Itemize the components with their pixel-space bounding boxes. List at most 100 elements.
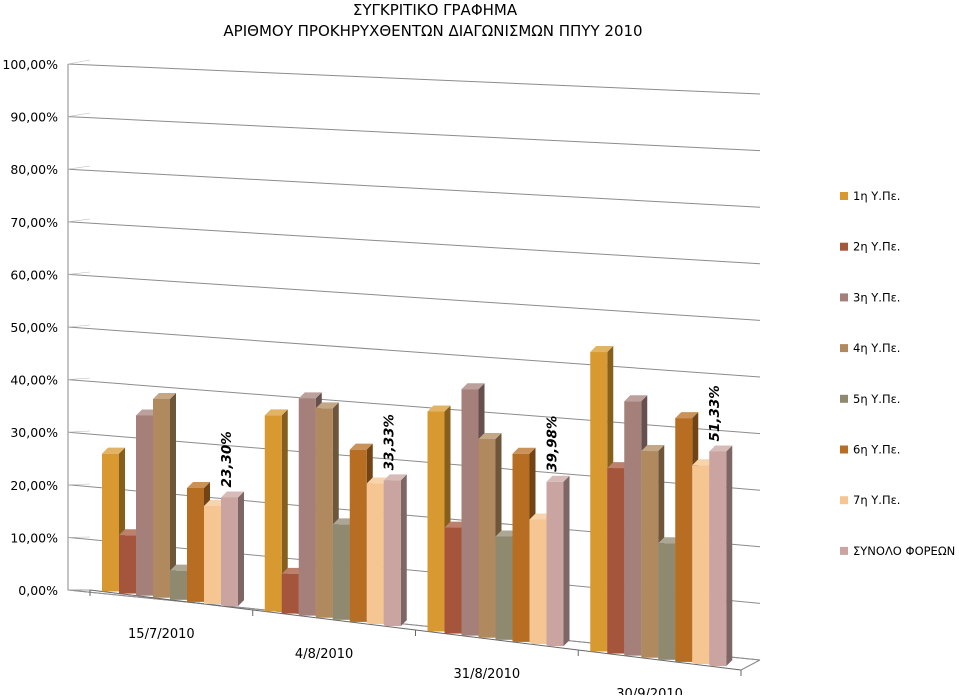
legend-label: 6η Υ.Πε. <box>853 443 900 457</box>
legend: 1η Υ.Πε. 2η Υ.Πε. 3η Υ.Πε. 4η Υ.Πε. 5η Υ.Πε.… <box>840 189 955 558</box>
bar <box>547 476 570 646</box>
gridline <box>68 117 760 151</box>
side-gridline <box>68 113 90 117</box>
bar-front <box>136 415 153 595</box>
x-tick-label: 30/9/2010 <box>616 687 683 695</box>
gridline <box>68 64 760 94</box>
y-tick-label: 80,00% <box>10 162 58 177</box>
y-tick-label: 60,00% <box>10 267 58 282</box>
chart-subtitle: ΑΡΙΘΜΟΥ ΠΡΟΚΗΡΥΧΘΕΝΤΩΝ ΔΙΑΓΩΝΙΣΜΩΝ ΠΠΥΥ … <box>223 22 642 40</box>
y-tick-label: 50,00% <box>10 320 58 335</box>
legend-item: ΣΥΝΟΛΟ ΦΟΡΕΩΝ <box>840 544 955 558</box>
legend-label: ΣΥΝΟΛΟ ΦΟΡΕΩΝ <box>853 544 955 558</box>
chart-title: ΣΥΓΚΡΙΤΙΚΟ ΓΡΑΦΗΜΑ <box>353 1 518 19</box>
legend-item: 6η Υ.Πε. <box>840 443 900 457</box>
bar-front <box>496 536 513 639</box>
bar-front <box>479 439 496 638</box>
legend-swatch <box>840 243 848 251</box>
bar-side <box>238 491 244 606</box>
bar-front <box>384 480 401 626</box>
bar-front <box>102 454 119 592</box>
bar-front <box>607 468 624 653</box>
legend-swatch <box>840 192 848 200</box>
side-gridline <box>68 272 90 274</box>
bar-front <box>299 398 316 615</box>
bar-front <box>333 524 350 619</box>
bars <box>102 346 732 666</box>
bar-front <box>170 571 187 600</box>
data-label: 51,33% <box>707 385 723 441</box>
bar <box>221 491 244 606</box>
bar-front <box>350 450 367 622</box>
floor-right-edge <box>741 660 760 670</box>
bar <box>709 445 732 666</box>
data-label: 33,33% <box>382 414 398 470</box>
bar-front <box>675 418 692 662</box>
y-tick-label: 20,00% <box>10 478 58 493</box>
legend-label: 7η Υ.Πε. <box>853 493 900 507</box>
bar-front <box>513 454 530 642</box>
legend-item: 1η Υ.Πε. <box>840 189 900 203</box>
side-gridline <box>68 484 90 485</box>
legend-label: 2η Υ.Πε. <box>853 240 900 254</box>
gridline <box>68 274 760 320</box>
y-tick-label: 30,00% <box>10 425 58 440</box>
bar-front <box>204 506 221 604</box>
side-gridline <box>68 431 90 432</box>
legend-label: 1η Υ.Πε. <box>853 189 900 203</box>
bar-front <box>709 451 726 666</box>
bar-front <box>265 415 282 611</box>
bar-front <box>153 399 170 598</box>
bar-front <box>641 451 658 658</box>
data-label: 39,98% <box>545 416 561 472</box>
legend-item: 7η Υ.Πε. <box>840 493 900 507</box>
bar-front <box>119 535 136 593</box>
bar-front <box>624 401 641 655</box>
y-tick-label: 70,00% <box>10 215 58 230</box>
legend-swatch <box>840 446 848 454</box>
legend-swatch <box>840 293 848 301</box>
bar-side <box>564 476 570 646</box>
side-gridline <box>68 60 90 64</box>
gridline <box>68 327 760 377</box>
legend-swatch <box>840 496 848 504</box>
y-tick-label: 40,00% <box>10 373 58 388</box>
legend-label: 5η Υ.Πε. <box>853 392 900 406</box>
y-tick-label: 90,00% <box>10 110 58 125</box>
y-tick-label: 10,00% <box>10 530 58 545</box>
bar-front <box>547 482 564 646</box>
legend-item: 4η Υ.Πε. <box>840 341 900 355</box>
gridline <box>68 222 760 264</box>
bar-front <box>187 488 204 602</box>
side-gridline <box>68 378 90 380</box>
bar-side <box>401 474 407 626</box>
bar-front <box>367 484 384 624</box>
legend-item: 5η Υ.Πε. <box>840 392 900 406</box>
bar-side <box>726 445 732 666</box>
legend-swatch <box>840 547 848 555</box>
bar <box>384 474 407 626</box>
bar-front <box>692 465 709 664</box>
bar-front <box>282 574 299 614</box>
bar-front <box>316 408 333 617</box>
legend-label: 3η Υ.Πε. <box>853 290 900 304</box>
side-gridline <box>68 219 90 222</box>
bar-front <box>445 528 462 634</box>
side-gridline <box>68 325 90 327</box>
bar-front <box>530 519 547 644</box>
legend-swatch <box>840 395 848 403</box>
bar-front <box>428 412 445 632</box>
bar-front <box>590 352 607 651</box>
bar-front <box>658 543 675 660</box>
y-tick-label: 0,00% <box>18 583 58 598</box>
side-gridline <box>68 166 90 169</box>
bar <box>153 393 176 598</box>
bar-front <box>462 389 479 635</box>
gridline <box>68 169 760 207</box>
bar-front <box>221 497 238 606</box>
x-tick-label: 4/8/2010 <box>295 647 353 662</box>
x-tick-label: 15/7/2010 <box>128 627 195 642</box>
legend-label: 4η Υ.Πε. <box>853 341 900 355</box>
